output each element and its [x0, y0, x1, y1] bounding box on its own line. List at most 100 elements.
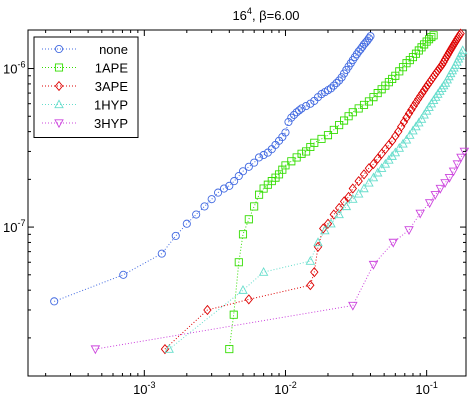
- data-point-1hyp: [326, 218, 336, 228]
- data-point-none: [225, 181, 234, 190]
- chart-title-base: 16: [232, 8, 246, 23]
- data-point-3ape: [244, 294, 254, 305]
- data-point-none: [171, 231, 180, 240]
- data-point-3ape: [306, 280, 315, 291]
- data-point-1ape: [388, 74, 397, 83]
- data-point-3ape: [203, 304, 212, 316]
- data-point-none: [287, 113, 296, 122]
- data-point-1ape: [234, 258, 243, 267]
- data-point-none: [219, 184, 229, 193]
- data-point-1ape: [398, 63, 408, 72]
- data-point-1ape: [310, 138, 319, 147]
- data-point-3ape: [456, 28, 465, 39]
- x-tick-label: 10-3: [133, 380, 155, 397]
- data-point-3hyp: [348, 301, 358, 311]
- data-point-3ape: [418, 87, 427, 99]
- data-point-1hyp: [353, 188, 364, 198]
- data-point-3hyp: [90, 345, 101, 355]
- data-point-3hyp: [448, 167, 459, 177]
- data-point-1ape: [274, 170, 284, 179]
- data-point-1hyp: [313, 237, 323, 247]
- legend-box: [33, 36, 139, 138]
- data-point-1ape: [263, 180, 272, 189]
- data-point-3ape: [329, 209, 339, 220]
- data-point-3ape: [416, 90, 425, 102]
- data-point-3hyp: [404, 226, 414, 236]
- chart-title-rest: , β=6.00: [252, 8, 300, 23]
- x-tick-label: 10-1: [415, 380, 437, 397]
- data-point-3ape: [344, 191, 353, 203]
- data-point-1hyp: [238, 285, 248, 294]
- data-point-3hyp: [435, 184, 446, 194]
- data-point-1hyp: [258, 266, 269, 276]
- data-point-3ape: [364, 163, 374, 174]
- data-point-3ape: [359, 169, 369, 180]
- data-point-1hyp: [305, 255, 316, 265]
- data-point-none: [332, 78, 341, 88]
- data-point-3ape: [399, 116, 409, 128]
- data-point-none: [192, 210, 201, 219]
- data-point-1hyp: [457, 45, 468, 55]
- plot-area-frame: [27, 29, 467, 377]
- data-point-1ape: [323, 131, 333, 140]
- legend-marker: [54, 99, 64, 109]
- legend-label: 1APE: [95, 61, 129, 76]
- data-point-1hyp: [341, 201, 352, 211]
- data-point-3hyp: [368, 260, 379, 270]
- data-point-3ape: [310, 266, 319, 278]
- data-point-none: [238, 167, 248, 176]
- data-point-1ape: [278, 165, 287, 174]
- y-tick-label: 10-6: [3, 60, 25, 77]
- data-point-none: [244, 162, 253, 171]
- data-point-none: [250, 158, 259, 167]
- series-line-2: [164, 33, 462, 350]
- data-point-3hyp: [456, 153, 466, 163]
- data-point-3hyp: [415, 209, 425, 219]
- legend-label: 1HYP: [94, 98, 128, 113]
- data-point-none: [119, 270, 128, 279]
- data-point-none: [329, 81, 338, 90]
- data-point-1hyp: [164, 343, 174, 353]
- data-point-none: [50, 297, 59, 306]
- data-point-3ape: [419, 85, 429, 96]
- data-point-none: [281, 128, 290, 137]
- data-point-none: [289, 110, 299, 119]
- data-point-3ape: [432, 67, 441, 78]
- chart-title-exponent: 4: [247, 6, 252, 16]
- data-point-1hyp: [364, 177, 374, 187]
- data-point-1ape: [271, 173, 280, 182]
- data-point-1ape: [267, 177, 276, 186]
- data-point-3ape: [436, 61, 445, 72]
- data-point-none: [356, 45, 365, 54]
- data-point-1ape: [395, 67, 404, 76]
- data-point-none: [157, 249, 166, 258]
- data-point-1ape: [317, 134, 326, 143]
- data-point-1ape: [229, 310, 238, 319]
- legend: none 1APE 3APE 1HYP 3HYP: [33, 36, 139, 138]
- data-point-1ape: [244, 215, 253, 224]
- data-point-1hyp: [359, 183, 369, 193]
- data-point-1ape: [391, 71, 400, 80]
- data-point-1ape: [250, 202, 259, 211]
- data-point-none: [326, 84, 336, 93]
- data-point-3ape: [443, 49, 452, 60]
- data-point-1ape: [381, 81, 390, 90]
- legend-marker: [54, 44, 64, 54]
- data-point-3hyp: [424, 199, 435, 209]
- data-point-1ape: [402, 59, 411, 68]
- data-point-none: [366, 32, 375, 41]
- data-point-3ape: [444, 47, 454, 58]
- data-point-3hyp: [388, 238, 399, 248]
- data-point-3ape: [442, 52, 451, 63]
- data-point-1hyp: [368, 172, 379, 182]
- axis-ticks: 10-3 10-2 10-1 10-7 10-6: [3, 30, 466, 397]
- data-point-none: [230, 177, 239, 186]
- data-point-3ape: [373, 153, 382, 164]
- data-point-1ape: [427, 32, 436, 42]
- data-point-3ape: [354, 175, 363, 187]
- data-point-3ape: [435, 63, 444, 74]
- legend-label: 3APE: [95, 79, 129, 94]
- data-point-1ape: [335, 121, 344, 130]
- data-point-1ape: [354, 104, 363, 113]
- data-point-1ape: [408, 53, 418, 62]
